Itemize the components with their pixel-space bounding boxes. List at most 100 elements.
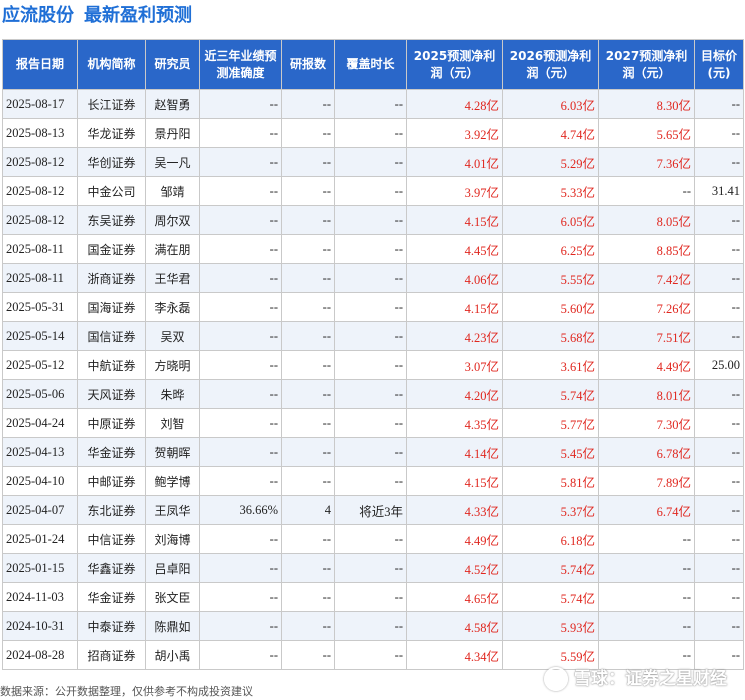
cell-profit-2025: 4.49亿 — [406, 524, 503, 554]
cell-profit-2027: 8.01亿 — [598, 379, 695, 409]
cell-profit-2025: 4.33亿 — [406, 495, 503, 525]
cell-reports: -- — [281, 292, 335, 322]
column-header-accuracy[interactable]: 近三年业绩预测准确度 — [199, 39, 282, 90]
cell-reports: -- — [281, 408, 335, 438]
cell-target-price: -- — [694, 553, 744, 583]
cell-org: 中邮证券 — [77, 466, 146, 496]
cell-coverage: -- — [334, 234, 407, 264]
cell-org: 中原证券 — [77, 408, 146, 438]
table-row[interactable]: 2025-04-10 中邮证券 鲍学博 -- -- -- 4.15亿 5.81亿 7.89亿 -- — [2, 466, 744, 496]
cell-analyst: 赵智勇 — [145, 89, 200, 119]
column-header-coverage[interactable]: 覆盖时长 — [334, 39, 407, 90]
cell-coverage: -- — [334, 176, 407, 206]
cell-analyst: 吕卓阳 — [145, 553, 200, 583]
cell-org: 国信证券 — [77, 321, 146, 351]
cell-coverage: -- — [334, 147, 407, 177]
table-row[interactable]: 2024-11-03 华金证券 张文臣 -- -- -- 4.65亿 5.74亿 -- -- — [2, 582, 744, 612]
cell-profit-2026: 5.68亿 — [502, 321, 599, 351]
cell-accuracy: -- — [199, 350, 282, 380]
table-row[interactable]: 2024-10-31 中泰证券 陈鼎如 -- -- -- 4.58亿 5.93亿 -- -- — [2, 611, 744, 641]
cell-reports: -- — [281, 321, 335, 351]
cell-accuracy: -- — [199, 147, 282, 177]
cell-date: 2025-08-13 — [2, 118, 78, 148]
cell-reports: -- — [281, 582, 335, 612]
cell-date: 2025-01-15 — [2, 553, 78, 583]
data-source-note: 数据来源：公开数据整理，仅供参考不构成投资建议 — [0, 685, 253, 698]
cell-analyst: 朱晔 — [145, 379, 200, 409]
cell-analyst: 李永磊 — [145, 292, 200, 322]
cell-profit-2025: 4.23亿 — [406, 321, 503, 351]
table-row[interactable]: 2025-08-11 国金证券 满在朋 -- -- -- 4.45亿 6.25亿 8.85亿 -- — [2, 234, 744, 264]
table-row[interactable]: 2025-05-06 天风证券 朱晔 -- -- -- 4.20亿 5.74亿 8.01亿 -- — [2, 379, 744, 409]
cell-org: 华创证券 — [77, 147, 146, 177]
cell-reports: -- — [281, 176, 335, 206]
cell-org: 国海证券 — [77, 292, 146, 322]
cell-coverage: -- — [334, 89, 407, 119]
column-header-date[interactable]: 报告日期 — [2, 39, 78, 90]
table-row[interactable]: 2025-01-24 中信证券 刘海博 -- -- -- 4.49亿 6.18亿 -- -- — [2, 524, 744, 554]
cell-coverage: -- — [334, 350, 407, 380]
column-header-org[interactable]: 机构简称 — [77, 39, 146, 90]
cell-profit-2025: 4.34亿 — [406, 640, 503, 670]
table-row[interactable]: 2025-01-15 华鑫证券 吕卓阳 -- -- -- 4.52亿 5.74亿 -- -- — [2, 553, 744, 583]
cell-reports: -- — [281, 205, 335, 235]
table-row[interactable]: 2025-08-11 浙商证券 王华君 -- -- -- 4.06亿 5.55亿 7.42亿 -- — [2, 263, 744, 293]
table-row[interactable]: 2024-08-28 招商证券 胡小禹 -- -- -- 4.34亿 5.59亿 -- -- — [2, 640, 744, 670]
cell-profit-2027: 7.36亿 — [598, 147, 695, 177]
cell-accuracy: -- — [199, 205, 282, 235]
cell-profit-2026: 6.05亿 — [502, 205, 599, 235]
cell-analyst: 满在朋 — [145, 234, 200, 264]
cell-accuracy: -- — [199, 118, 282, 148]
cell-org: 天风证券 — [77, 379, 146, 409]
cell-org: 华金证券 — [77, 437, 146, 467]
column-header-analyst[interactable]: 研究员 — [145, 39, 200, 90]
cell-accuracy: -- — [199, 640, 282, 670]
table-row[interactable]: 2025-08-12 华创证券 吴一凡 -- -- -- 4.01亿 5.29亿 7.36亿 -- — [2, 147, 744, 177]
table-row[interactable]: 2025-05-12 中航证券 方晓明 -- -- -- 3.07亿 3.61亿 4.49亿 25… — [2, 350, 744, 380]
cell-profit-2025: 4.15亿 — [406, 205, 503, 235]
cell-coverage: -- — [334, 640, 407, 670]
table-row[interactable]: 2025-08-12 中金公司 邹靖 -- -- -- 3.97亿 5.33亿 -- 31.41 — [2, 176, 744, 206]
cell-target-price: 31.41 — [694, 176, 744, 206]
table-row[interactable]: 2025-05-14 国信证券 吴双 -- -- -- 4.23亿 5.68亿 7.51亿 -- — [2, 321, 744, 351]
cell-org: 招商证券 — [77, 640, 146, 670]
cell-profit-2026: 6.25亿 — [502, 234, 599, 264]
page-title: 应流股份 最新盈利预测 — [2, 2, 192, 30]
table-row[interactable]: 2025-08-17 长江证券 赵智勇 -- -- -- 4.28亿 6.03亿 8.30亿 -- — [2, 89, 744, 119]
cell-date: 2025-05-12 — [2, 350, 78, 380]
cell-reports: -- — [281, 437, 335, 467]
cell-accuracy: -- — [199, 553, 282, 583]
column-header-profit-2025[interactable]: 2025预测净利润（元） — [406, 39, 503, 90]
cell-reports: -- — [281, 350, 335, 380]
table-row[interactable]: 2025-08-12 东吴证券 周尔双 -- -- -- 4.15亿 6.05亿 8.05亿 -- — [2, 205, 744, 235]
cell-target-price: -- — [694, 437, 744, 467]
cell-analyst: 王华君 — [145, 263, 200, 293]
column-header-target-price[interactable]: 目标价(元) — [694, 39, 744, 90]
cell-accuracy: -- — [199, 408, 282, 438]
cell-profit-2026: 5.29亿 — [502, 147, 599, 177]
column-header-profit-2027[interactable]: 2027预测净利润（元） — [598, 39, 695, 90]
table-row[interactable]: 2025-04-07 东北证券 王凤华 36.66% 4 将近3年 4.33亿 5.37亿 6.… — [2, 495, 744, 525]
table-row[interactable]: 2025-04-13 华金证券 贺朝晖 -- -- -- 4.14亿 5.45亿 6.78亿 -- — [2, 437, 744, 467]
column-header-reports[interactable]: 研报数 — [281, 39, 335, 90]
cell-org: 中信证券 — [77, 524, 146, 554]
cell-date: 2025-08-11 — [2, 234, 78, 264]
cell-date: 2025-05-31 — [2, 292, 78, 322]
cell-profit-2025: 4.15亿 — [406, 292, 503, 322]
table-row[interactable]: 2025-08-13 华龙证券 景丹阳 -- -- -- 3.92亿 4.74亿 5.65亿 -- — [2, 118, 744, 148]
cell-accuracy: -- — [199, 176, 282, 206]
cell-accuracy: -- — [199, 466, 282, 496]
cell-profit-2026: 5.33亿 — [502, 176, 599, 206]
cell-coverage: -- — [334, 321, 407, 351]
cell-accuracy: -- — [199, 234, 282, 264]
cell-org: 长江证券 — [77, 89, 146, 119]
cell-profit-2025: 4.15亿 — [406, 466, 503, 496]
cell-coverage: -- — [334, 582, 407, 612]
cell-profit-2027: 4.49亿 — [598, 350, 695, 380]
cell-profit-2026: 6.18亿 — [502, 524, 599, 554]
table-row[interactable]: 2025-04-24 中原证券 刘智 -- -- -- 4.35亿 5.77亿 7.30亿 -- — [2, 408, 744, 438]
cell-profit-2027: -- — [598, 611, 695, 641]
column-header-profit-2026[interactable]: 2026预测净利润（元） — [502, 39, 599, 90]
cell-coverage: -- — [334, 553, 407, 583]
table-row[interactable]: 2025-05-31 国海证券 李永磊 -- -- -- 4.15亿 5.60亿 7.26亿 -- — [2, 292, 744, 322]
